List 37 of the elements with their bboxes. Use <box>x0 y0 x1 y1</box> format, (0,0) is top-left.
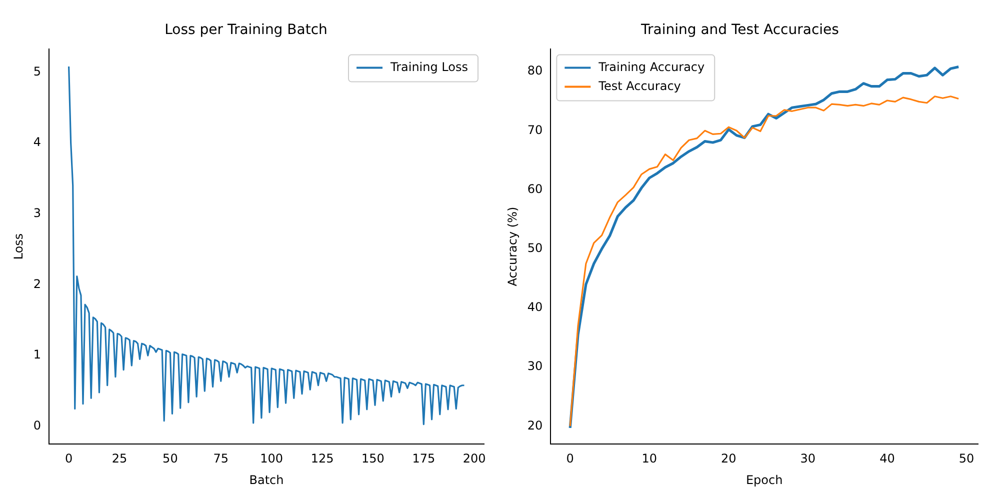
x-tick-label: 30 <box>800 452 816 466</box>
x-tick-label: 25 <box>112 452 128 466</box>
x-tick-label: 100 <box>260 452 284 466</box>
x-tick-label: 175 <box>412 452 436 466</box>
y-tick-label: 3 <box>33 206 42 220</box>
y-tick-label: 0 <box>33 418 42 433</box>
x-tick-label: 0 <box>64 452 73 466</box>
y-tick-label: 2 <box>33 276 42 291</box>
x-tick-label: 0 <box>566 452 574 466</box>
x-axis-title: Batch <box>249 472 284 487</box>
y-tick-label: 30 <box>527 359 543 374</box>
legend-label: Test Accuracy <box>598 78 681 93</box>
y-tick-label: 1 <box>33 348 42 362</box>
y-tick-label: 4 <box>33 135 42 150</box>
x-tick-label: 50 <box>958 452 974 466</box>
y-tick-label: 50 <box>527 240 543 255</box>
chart-title: Loss per Training Batch <box>164 22 328 38</box>
y-axis-title: Accuracy (%) <box>505 206 520 286</box>
x-tick-label: 150 <box>362 452 384 466</box>
x-tick-label: 10 <box>642 452 658 466</box>
legend-label: Training Loss <box>390 60 468 74</box>
y-tick-label: 80 <box>527 64 543 78</box>
x-tick-label: 125 <box>310 452 334 466</box>
x-axis-title: Epoch <box>746 472 783 487</box>
y-tick-label: 60 <box>527 182 543 196</box>
y-axis-title: Loss <box>11 233 26 260</box>
x-tick-label: 75 <box>213 452 229 466</box>
x-tick-label: 200 <box>462 452 486 466</box>
legend-label: Training Accuracy <box>598 60 705 74</box>
y-tick-label: 5 <box>33 64 42 78</box>
y-tick-label: 40 <box>527 300 543 314</box>
y-tick-label: 20 <box>527 418 543 432</box>
x-tick-label: 40 <box>880 452 895 466</box>
y-tick-label: 70 <box>527 122 543 137</box>
chart-title: Training and Test Accuracies <box>640 22 839 38</box>
x-tick-label: 50 <box>162 452 178 466</box>
x-tick-label: 20 <box>721 452 736 466</box>
